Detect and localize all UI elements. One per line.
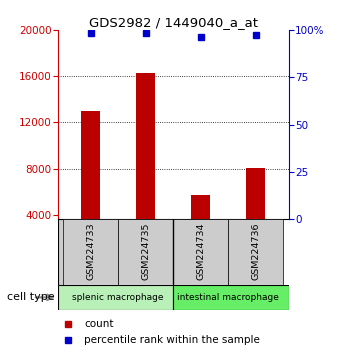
- Text: GSM224733: GSM224733: [86, 222, 95, 280]
- Title: GDS2982 / 1449040_a_at: GDS2982 / 1449040_a_at: [89, 16, 258, 29]
- Bar: [81, 111, 100, 219]
- Text: intestinal macrophage: intestinal macrophage: [177, 293, 279, 302]
- Text: GSM224734: GSM224734: [196, 222, 205, 280]
- Text: GSM224735: GSM224735: [141, 222, 150, 280]
- Bar: [228, 219, 283, 285]
- Bar: [58, 285, 173, 310]
- Bar: [173, 285, 289, 310]
- Bar: [191, 195, 210, 219]
- Bar: [246, 167, 265, 219]
- Bar: [136, 73, 155, 219]
- Bar: [173, 219, 228, 285]
- Text: GSM224736: GSM224736: [251, 222, 260, 280]
- Bar: [118, 219, 173, 285]
- Text: percentile rank within the sample: percentile rank within the sample: [84, 335, 260, 345]
- Text: count: count: [84, 319, 114, 329]
- Bar: [63, 219, 118, 285]
- Text: cell type: cell type: [7, 292, 55, 302]
- Text: splenic macrophage: splenic macrophage: [72, 293, 164, 302]
